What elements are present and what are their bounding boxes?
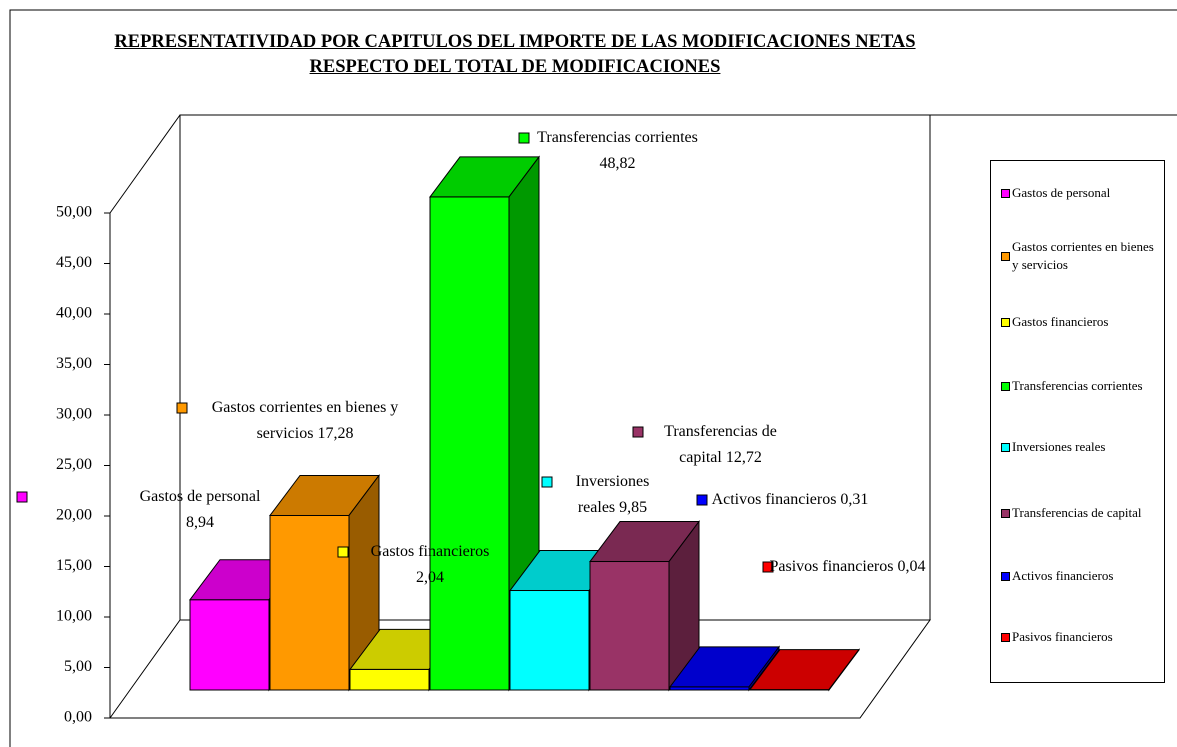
legend-item: Transferencias corrientes xyxy=(1001,368,1163,404)
legend-item: Activos financieros xyxy=(1001,558,1163,594)
data-label-value: 12,72 xyxy=(725,449,762,466)
legend-label: Transferencias de capital xyxy=(1012,505,1142,520)
data-label: Gastos de personal 8,94 xyxy=(125,484,275,536)
bar-side xyxy=(828,648,860,692)
back-wall xyxy=(180,115,1177,620)
legend-swatch xyxy=(1001,571,1010,581)
legend-item: Gastos corrientes en bienes y servicios xyxy=(1001,238,1163,274)
data-label: Transferencias de capital 12,72 xyxy=(648,419,793,471)
legend-item: Transferencias de capital xyxy=(1001,495,1163,531)
bar-front xyxy=(269,514,350,691)
data-label-category: Gastos corrientes en bienes y servicios xyxy=(211,399,399,442)
data-label-category: Transferencias de capital xyxy=(664,423,777,466)
legend-swatch xyxy=(1001,442,1010,452)
data-label-category: Activos financieros xyxy=(711,491,837,508)
label-marker xyxy=(541,476,553,488)
legend-label: Inversiones reales xyxy=(1012,439,1106,454)
data-label-value: 0,04 xyxy=(897,558,926,575)
bar-front xyxy=(349,668,430,691)
legend-item: Gastos financieros xyxy=(1001,304,1163,340)
bar-front xyxy=(589,561,670,691)
legend-swatch xyxy=(1001,632,1010,642)
bar-front xyxy=(429,196,510,691)
data-label-category: Gastos financieros xyxy=(370,543,490,560)
side-wall-edge xyxy=(109,114,181,214)
data-label: Transferencias corrientes 48,82 xyxy=(535,125,700,177)
data-label: Gastos corrientes en bienes y servicios … xyxy=(200,395,410,447)
legend-label: Gastos corrientes en bienes y servicios xyxy=(1012,239,1154,272)
legend-swatch xyxy=(1001,251,1010,261)
y-tick-label: 10,00 xyxy=(56,608,92,625)
legend-label: Transferencias corrientes xyxy=(1012,378,1143,393)
data-label-category: Pasivos financieros xyxy=(769,558,894,575)
y-tick-label: 45,00 xyxy=(56,254,92,271)
y-tick-label: 5,00 xyxy=(64,658,92,675)
data-label-value: 8,94 xyxy=(186,514,214,531)
legend-swatch xyxy=(1001,317,1010,327)
data-label-category: Inversiones reales xyxy=(575,473,650,516)
legend-label: Gastos de personal xyxy=(1012,185,1111,200)
label-marker xyxy=(337,546,349,558)
legend-swatch xyxy=(1001,508,1010,518)
legend-item: Inversiones reales xyxy=(1001,429,1163,465)
bar-front xyxy=(509,590,590,691)
legend-label: Gastos financieros xyxy=(1012,314,1109,329)
legend-swatch xyxy=(1001,381,1010,391)
bar-front xyxy=(189,599,270,691)
legend-label: Pasivos financieros xyxy=(1012,629,1113,644)
data-label-value: 0,31 xyxy=(840,491,869,508)
label-marker xyxy=(518,132,530,144)
label-marker xyxy=(16,491,28,503)
data-label: Pasivos financieros 0,04 xyxy=(765,554,930,580)
y-tick-label: 35,00 xyxy=(56,355,92,372)
legend-label: Activos financieros xyxy=(1012,568,1114,583)
y-tick-label: 50,00 xyxy=(56,204,92,221)
y-tick-label: 0,00 xyxy=(64,709,92,726)
chart-title: REPRESENTATIVIDAD POR CAPITULOS DEL IMPO… xyxy=(114,32,916,77)
data-label-category: Transferencias corrientes xyxy=(537,129,698,146)
label-marker xyxy=(762,561,774,573)
y-tick-label: 25,00 xyxy=(56,456,92,473)
legend: Gastos de personal Gastos corrientes en b… xyxy=(990,160,1165,683)
y-tick-label: 15,00 xyxy=(56,557,92,574)
y-tick-label: 40,00 xyxy=(56,305,92,322)
data-label-category: Gastos de personal xyxy=(139,488,261,505)
label-marker xyxy=(176,402,188,414)
chart-border xyxy=(9,9,1177,747)
y-tick-label: 30,00 xyxy=(56,406,92,423)
legend-item: Pasivos financieros xyxy=(1001,619,1163,655)
data-label-value: 9,85 xyxy=(619,499,648,516)
data-label: Inversiones reales 9,85 xyxy=(555,469,670,521)
legend-swatch xyxy=(1001,188,1010,198)
bar-side xyxy=(748,645,780,692)
data-label-value: 17,28 xyxy=(317,425,354,442)
data-label-value: 2,04 xyxy=(416,569,444,586)
label-marker xyxy=(632,426,644,438)
data-label-value: 48,82 xyxy=(599,155,636,172)
data-label: Activos financieros 0,31 xyxy=(705,487,875,513)
data-label: Gastos financieros 2,04 xyxy=(355,539,505,591)
y-tick-label: 20,00 xyxy=(56,507,92,524)
legend-item: Gastos de personal xyxy=(1001,175,1163,211)
label-marker xyxy=(696,494,708,506)
